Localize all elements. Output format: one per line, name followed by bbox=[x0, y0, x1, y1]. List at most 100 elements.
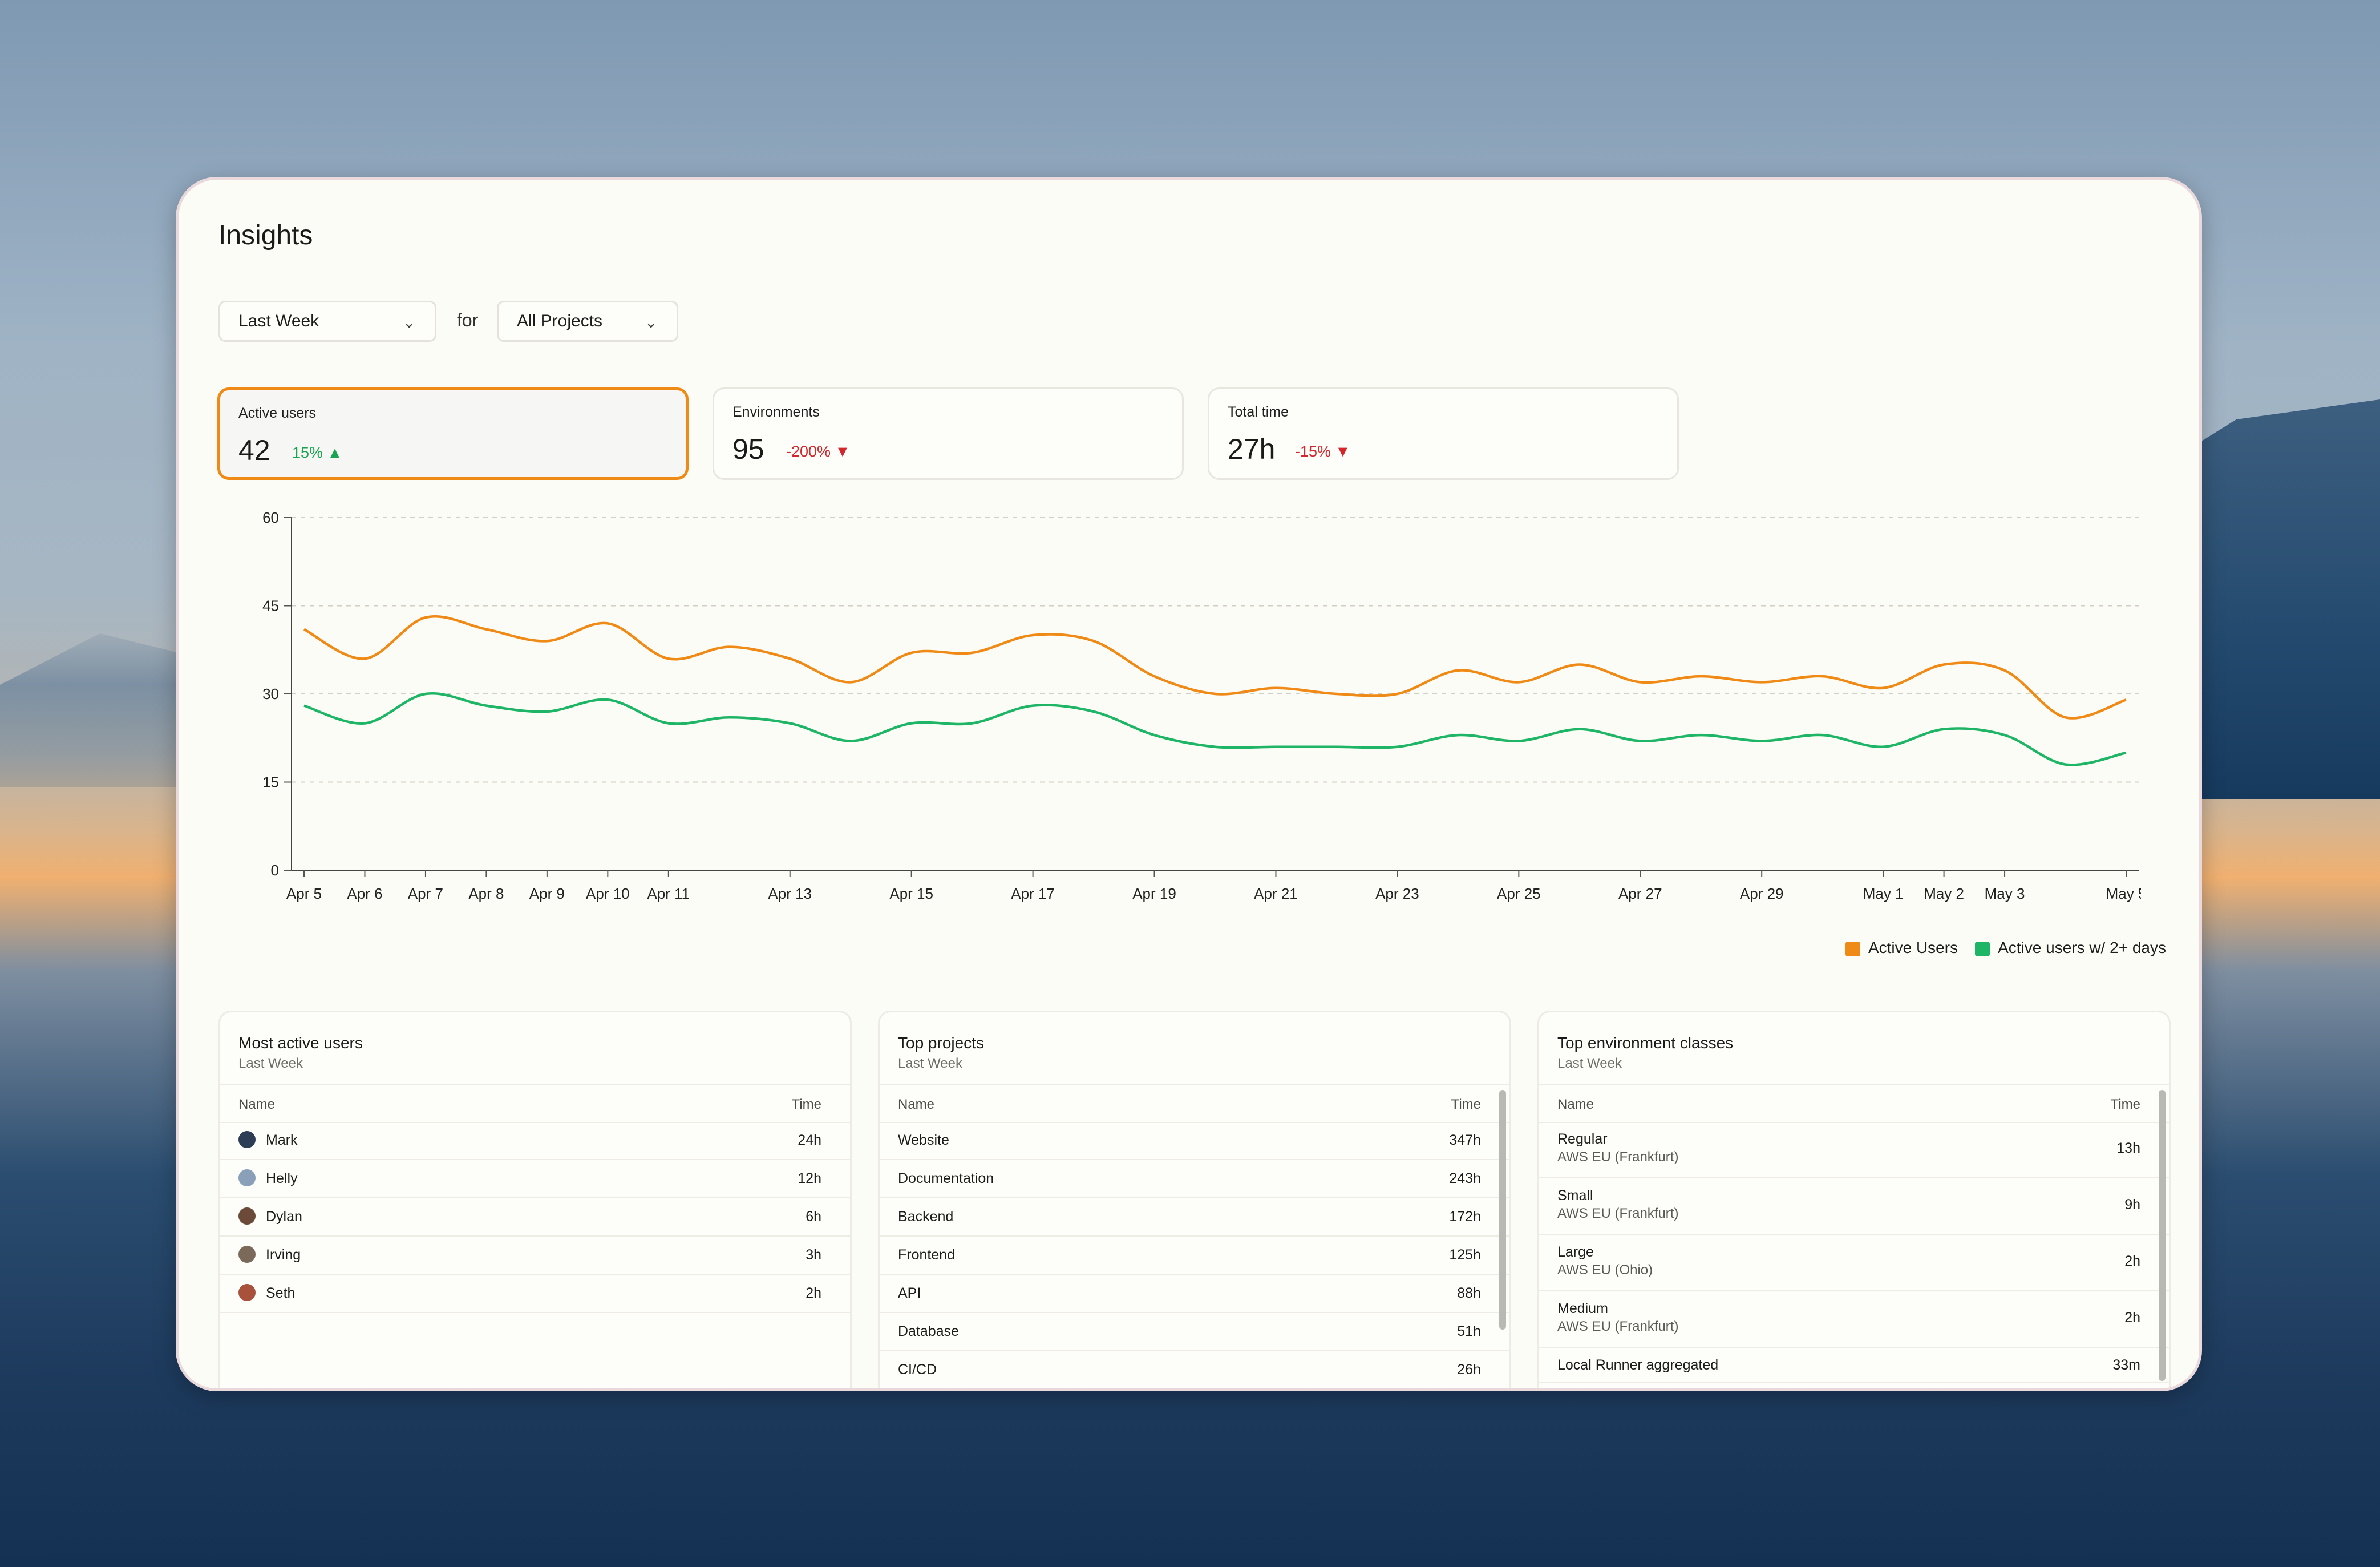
x-tick-label: Apr 19 bbox=[1132, 885, 1176, 902]
card-value: 27h bbox=[1228, 433, 1276, 465]
x-tick-label: Apr 23 bbox=[1375, 885, 1419, 902]
row-region: AWS EU (Frankfurt) bbox=[1557, 1319, 1679, 1334]
row-time: 24h bbox=[798, 1132, 821, 1148]
row-name: CI/CD bbox=[898, 1362, 937, 1378]
table-row[interactable]: Seth 2h bbox=[220, 1275, 850, 1313]
row-time: 3h bbox=[806, 1247, 821, 1263]
row-name: Dylan bbox=[266, 1209, 302, 1225]
arrow-up-icon: ▲ bbox=[327, 444, 343, 461]
table-row[interactable]: Medium AWS EU (Frankfurt) 2h bbox=[1539, 1291, 2169, 1348]
row-name: Backend bbox=[898, 1209, 954, 1225]
arrow-down-icon: ▼ bbox=[835, 443, 851, 460]
row-region: AWS EU (Frankfurt) bbox=[1557, 1149, 1679, 1165]
table-row[interactable]: Frontend 125h bbox=[880, 1237, 1509, 1275]
table-row[interactable]: Database 51h bbox=[880, 1313, 1509, 1351]
table-row[interactable]: Irving 3h bbox=[220, 1237, 850, 1275]
x-tick-label: May 5 bbox=[2106, 885, 2141, 902]
row-time: 12h bbox=[798, 1170, 821, 1186]
card-total-time[interactable]: Total time 27h -15% ▼ bbox=[1208, 387, 1679, 480]
table-row[interactable]: Helly 12h bbox=[220, 1160, 850, 1198]
legend-item-active-users: Active Users bbox=[1845, 939, 1958, 957]
for-label: for bbox=[457, 310, 479, 330]
panel-subtitle: Last Week bbox=[898, 1056, 962, 1071]
card-label: Active users bbox=[238, 405, 317, 421]
scrollbar[interactable] bbox=[1499, 1090, 1506, 1330]
row-name: Frontend bbox=[898, 1247, 956, 1263]
row-time: 347h bbox=[1449, 1132, 1481, 1148]
card-label: Environments bbox=[732, 404, 820, 420]
series-line-active-users bbox=[303, 615, 2127, 720]
x-tick-label: Apr 17 bbox=[1011, 885, 1055, 902]
table-row[interactable]: Regular AWS EU (Frankfurt) 13h bbox=[1539, 1122, 2169, 1178]
table-row[interactable]: CI/CD 26h bbox=[880, 1351, 1509, 1388]
y-tick-label: 45 bbox=[262, 597, 279, 615]
col-name: Name bbox=[898, 1097, 935, 1112]
panel-subtitle: Last Week bbox=[238, 1056, 303, 1071]
table-row[interactable]: Large AWS EU (Ohio) 2h bbox=[1539, 1235, 2169, 1291]
table-row[interactable]: Mark 24h bbox=[220, 1122, 850, 1160]
panel-title: Most active users bbox=[238, 1034, 363, 1052]
table-row[interactable]: Small AWS EU (Frankfurt) 9h bbox=[1539, 1178, 2169, 1235]
avatar bbox=[238, 1207, 256, 1225]
panel-title: Top environment classes bbox=[1557, 1034, 1734, 1052]
x-tick-label: May 1 bbox=[1863, 885, 1904, 902]
row-time: 51h bbox=[1457, 1323, 1481, 1339]
project-select[interactable]: All Projects ⌄ bbox=[497, 301, 678, 342]
row-time: 9h bbox=[2124, 1197, 2140, 1213]
table-row[interactable]: Website 347h bbox=[880, 1122, 1509, 1160]
card-delta: -200% ▼ bbox=[786, 443, 851, 460]
card-environments[interactable]: Environments 95 -200% ▼ bbox=[713, 387, 1184, 480]
y-tick-label: 60 bbox=[262, 509, 279, 526]
table-row[interactable]: Dylan 6h bbox=[220, 1198, 850, 1237]
avatar bbox=[238, 1169, 256, 1186]
x-tick-label: Apr 8 bbox=[468, 885, 504, 902]
row-time: 172h bbox=[1449, 1209, 1481, 1225]
table-row[interactable]: Backend 172h bbox=[880, 1198, 1509, 1237]
row-name: Local Runner aggregated bbox=[1557, 1357, 1719, 1373]
card-active-users[interactable]: Active users 42 15% ▲ bbox=[217, 387, 689, 480]
row-name: Mark bbox=[266, 1132, 298, 1148]
series-line-active-users-2plus-days bbox=[303, 692, 2127, 766]
card-value: 42 bbox=[238, 434, 270, 466]
row-time: 243h bbox=[1449, 1170, 1481, 1186]
panel-subtitle: Last Week bbox=[1557, 1056, 1622, 1071]
chart-legend: Active Users Active users w/ 2+ days bbox=[1845, 939, 2166, 957]
card-label: Total time bbox=[1228, 404, 1289, 420]
activity-line-chart: 0 15 30 45 60 Apr 5 Apr 6 Apr 7 Apr 8 Apr 9 Apr 10… bbox=[262, 509, 2141, 902]
period-select[interactable]: Last Week ⌄ bbox=[218, 301, 436, 342]
envs-table-body: Regular AWS EU (Frankfurt) 13h Small AWS EU … bbox=[1539, 1122, 2169, 1383]
col-time: Time bbox=[791, 1097, 821, 1112]
row-time: 6h bbox=[806, 1209, 821, 1225]
row-name: Helly bbox=[266, 1170, 298, 1186]
x-tick-label: May 2 bbox=[1924, 885, 1964, 902]
project-select-value: All Projects bbox=[517, 312, 603, 330]
row-region: AWS EU (Ohio) bbox=[1557, 1262, 1653, 1278]
row-time: 125h bbox=[1449, 1247, 1481, 1263]
x-tick-label: Apr 9 bbox=[529, 885, 565, 902]
col-name: Name bbox=[1557, 1097, 1594, 1112]
table-header: Name Time bbox=[220, 1084, 850, 1123]
x-tick-label: Apr 25 bbox=[1497, 885, 1541, 902]
users-table-body: Mark 24h Helly 12h Dylan 6h Irving 3h Seth 2h bbox=[220, 1122, 850, 1313]
row-name: Website bbox=[898, 1132, 949, 1148]
x-tick-label: Apr 5 bbox=[286, 885, 322, 902]
table-row[interactable]: Local Runner aggregated 33m bbox=[1539, 1348, 2169, 1383]
row-time: 88h bbox=[1457, 1285, 1481, 1301]
insights-window: Insights Last Week ⌄ for All Projects ⌄ … bbox=[176, 177, 2202, 1391]
scrollbar[interactable] bbox=[2159, 1090, 2166, 1381]
avatar bbox=[238, 1284, 256, 1301]
row-region: AWS EU (Frankfurt) bbox=[1557, 1206, 1679, 1221]
row-time: 26h bbox=[1457, 1362, 1481, 1378]
avatar bbox=[238, 1246, 256, 1263]
x-tick-label: Apr 10 bbox=[586, 885, 630, 902]
x-tick-label: Apr 27 bbox=[1618, 885, 1662, 902]
page-title: Insights bbox=[218, 220, 313, 251]
row-name: Seth bbox=[266, 1285, 296, 1301]
panel-top-environment-classes: Top environment classes Last Week Name T… bbox=[1537, 1011, 2171, 1388]
table-row[interactable]: API 88h bbox=[880, 1275, 1509, 1313]
x-tick-label: May 3 bbox=[1985, 885, 2025, 902]
chevron-down-icon: ⌄ bbox=[645, 314, 657, 331]
table-header: Name Time bbox=[880, 1084, 1509, 1123]
card-delta: -15% ▼ bbox=[1295, 443, 1351, 460]
table-row[interactable]: Documentation 243h bbox=[880, 1160, 1509, 1198]
